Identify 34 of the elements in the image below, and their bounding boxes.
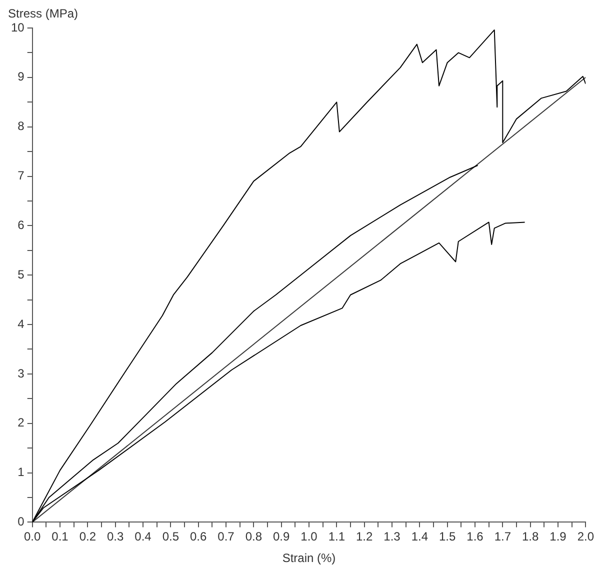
x-tick-label: 1.8 bbox=[522, 530, 539, 544]
x-tick-label: 1.6 bbox=[466, 530, 484, 544]
x-tick-label: 0.0 bbox=[24, 530, 42, 544]
x-tick-label: 1.0 bbox=[300, 530, 318, 544]
x-tick-label: 0.9 bbox=[272, 530, 290, 544]
x-tick-label: 1.1 bbox=[328, 530, 346, 544]
x-tick-label: 1.5 bbox=[438, 530, 456, 544]
x-tick-label: 1.2 bbox=[356, 530, 373, 544]
y-tick-label: 3 bbox=[18, 366, 25, 380]
y-tick-label: 7 bbox=[18, 168, 25, 183]
x-tick-label: 0.8 bbox=[245, 530, 262, 544]
x-tick-label: 0.6 bbox=[190, 530, 208, 544]
x-tick-label: 2.0 bbox=[577, 530, 594, 544]
x-tick-label: 0.3 bbox=[107, 530, 124, 544]
x-tick-label: 0.5 bbox=[162, 530, 180, 544]
y-tick-label: 6 bbox=[18, 218, 25, 232]
x-tick-label: 0.1 bbox=[52, 530, 69, 544]
x-axis-title: Strain (%) bbox=[282, 551, 336, 566]
y-tick-label: 9 bbox=[18, 70, 25, 84]
y-tick-label: 4 bbox=[18, 316, 25, 331]
y-tick-label: 1 bbox=[18, 465, 25, 480]
x-tick-label: 1.7 bbox=[494, 530, 512, 544]
x-tick-label: 0.7 bbox=[218, 530, 235, 544]
y-tick-label: 5 bbox=[18, 267, 25, 282]
y-tick-label: 10 bbox=[10, 20, 25, 34]
y-tick-label: 0 bbox=[18, 514, 25, 529]
y-axis-title: Stress (MPa) bbox=[8, 6, 78, 20]
y-tick-label: 8 bbox=[18, 119, 25, 134]
x-tick-label: 1.4 bbox=[411, 530, 428, 544]
x-tick-label: 1.9 bbox=[550, 530, 567, 544]
x-tick-label: 0.4 bbox=[134, 530, 152, 544]
y-tick-label: 2 bbox=[18, 416, 25, 430]
x-tick-label: 1.3 bbox=[384, 530, 401, 544]
x-tick-label: 0.2 bbox=[79, 530, 96, 544]
